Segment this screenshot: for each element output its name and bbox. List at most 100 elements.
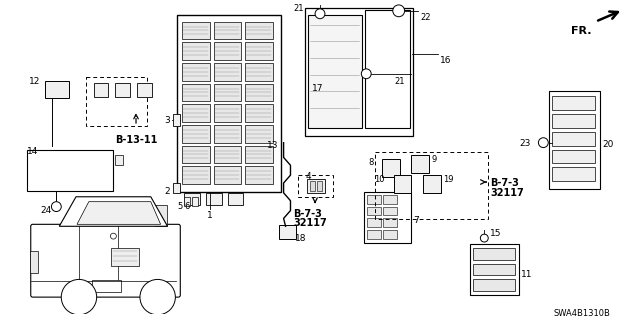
Bar (394, 175, 412, 193)
Bar (375, 152, 488, 219)
Text: 22: 22 (420, 13, 431, 22)
Bar (412, 155, 429, 173)
Text: 13: 13 (267, 141, 278, 150)
Bar (173, 183, 180, 193)
Bar (245, 145, 273, 163)
Text: 32117: 32117 (490, 188, 524, 198)
Bar (45, 81, 69, 98)
Circle shape (538, 138, 548, 148)
Text: 2: 2 (165, 187, 170, 196)
Bar (552, 167, 595, 181)
Circle shape (393, 5, 404, 17)
Bar (182, 22, 210, 39)
Bar (245, 22, 273, 39)
Text: FR.: FR. (571, 26, 591, 36)
Bar (474, 279, 515, 291)
Bar (470, 244, 519, 295)
Bar (214, 63, 241, 81)
Bar (367, 219, 381, 227)
Text: 10: 10 (374, 175, 385, 184)
Bar (214, 104, 241, 122)
Circle shape (315, 9, 325, 19)
Bar (383, 195, 397, 204)
Circle shape (61, 279, 97, 315)
Text: 19: 19 (443, 175, 454, 184)
Text: 20: 20 (602, 140, 614, 149)
Bar (184, 197, 190, 206)
Bar (552, 150, 595, 163)
Bar (383, 230, 397, 239)
Bar (214, 42, 241, 60)
Text: 12: 12 (29, 77, 40, 86)
Bar (214, 22, 241, 39)
Text: 14: 14 (27, 147, 38, 156)
Text: B-7-3: B-7-3 (490, 178, 519, 188)
Bar (552, 132, 595, 145)
Text: 8: 8 (369, 159, 374, 167)
Bar (214, 125, 241, 143)
Text: 7: 7 (413, 217, 419, 226)
Bar (182, 125, 210, 143)
Bar (182, 166, 210, 184)
Bar (192, 197, 198, 206)
Bar (278, 225, 296, 239)
Bar (367, 207, 381, 215)
Bar (549, 91, 600, 189)
Bar (367, 230, 381, 239)
Text: 16: 16 (440, 56, 452, 65)
Bar (173, 114, 180, 126)
Bar (245, 104, 273, 122)
Bar (227, 193, 243, 205)
Text: B-7-3: B-7-3 (293, 209, 323, 219)
Text: 15: 15 (490, 229, 502, 238)
Bar (552, 114, 595, 128)
Polygon shape (77, 202, 161, 224)
Bar (383, 219, 397, 227)
Bar (182, 63, 210, 81)
Bar (155, 205, 166, 226)
Bar (383, 207, 397, 215)
Text: SWA4B1310B: SWA4B1310B (553, 309, 610, 318)
Bar (214, 145, 241, 163)
Text: 1: 1 (207, 211, 212, 219)
Bar (245, 166, 273, 184)
Bar (182, 104, 210, 122)
Bar (111, 248, 139, 266)
Text: 17: 17 (312, 84, 324, 93)
Bar (245, 125, 273, 143)
Text: 32117: 32117 (293, 219, 327, 228)
Text: 3: 3 (164, 116, 170, 125)
Bar (182, 145, 210, 163)
Bar (305, 8, 413, 136)
Bar (206, 193, 221, 205)
FancyBboxPatch shape (31, 224, 180, 297)
Bar (308, 15, 362, 128)
Bar (474, 248, 515, 260)
Bar (298, 175, 333, 197)
Bar (92, 280, 121, 292)
Bar (214, 84, 241, 101)
Bar (30, 251, 38, 272)
Text: 21: 21 (395, 77, 405, 86)
Bar (423, 175, 441, 193)
Bar (474, 264, 515, 276)
Bar (86, 77, 147, 126)
Bar (27, 150, 113, 191)
Bar (245, 63, 273, 81)
Text: 11: 11 (521, 270, 532, 278)
Text: 24: 24 (40, 206, 52, 215)
Circle shape (51, 202, 61, 211)
Bar (184, 193, 200, 205)
Bar (245, 84, 273, 101)
Bar (182, 42, 210, 60)
Bar (307, 179, 325, 193)
Bar (552, 96, 595, 110)
Bar (182, 84, 210, 101)
Bar (115, 155, 124, 165)
Polygon shape (60, 197, 168, 226)
Bar (115, 83, 130, 97)
Bar (310, 181, 315, 191)
Bar (365, 10, 410, 128)
Text: 4: 4 (305, 172, 311, 181)
Text: 9: 9 (431, 155, 436, 165)
